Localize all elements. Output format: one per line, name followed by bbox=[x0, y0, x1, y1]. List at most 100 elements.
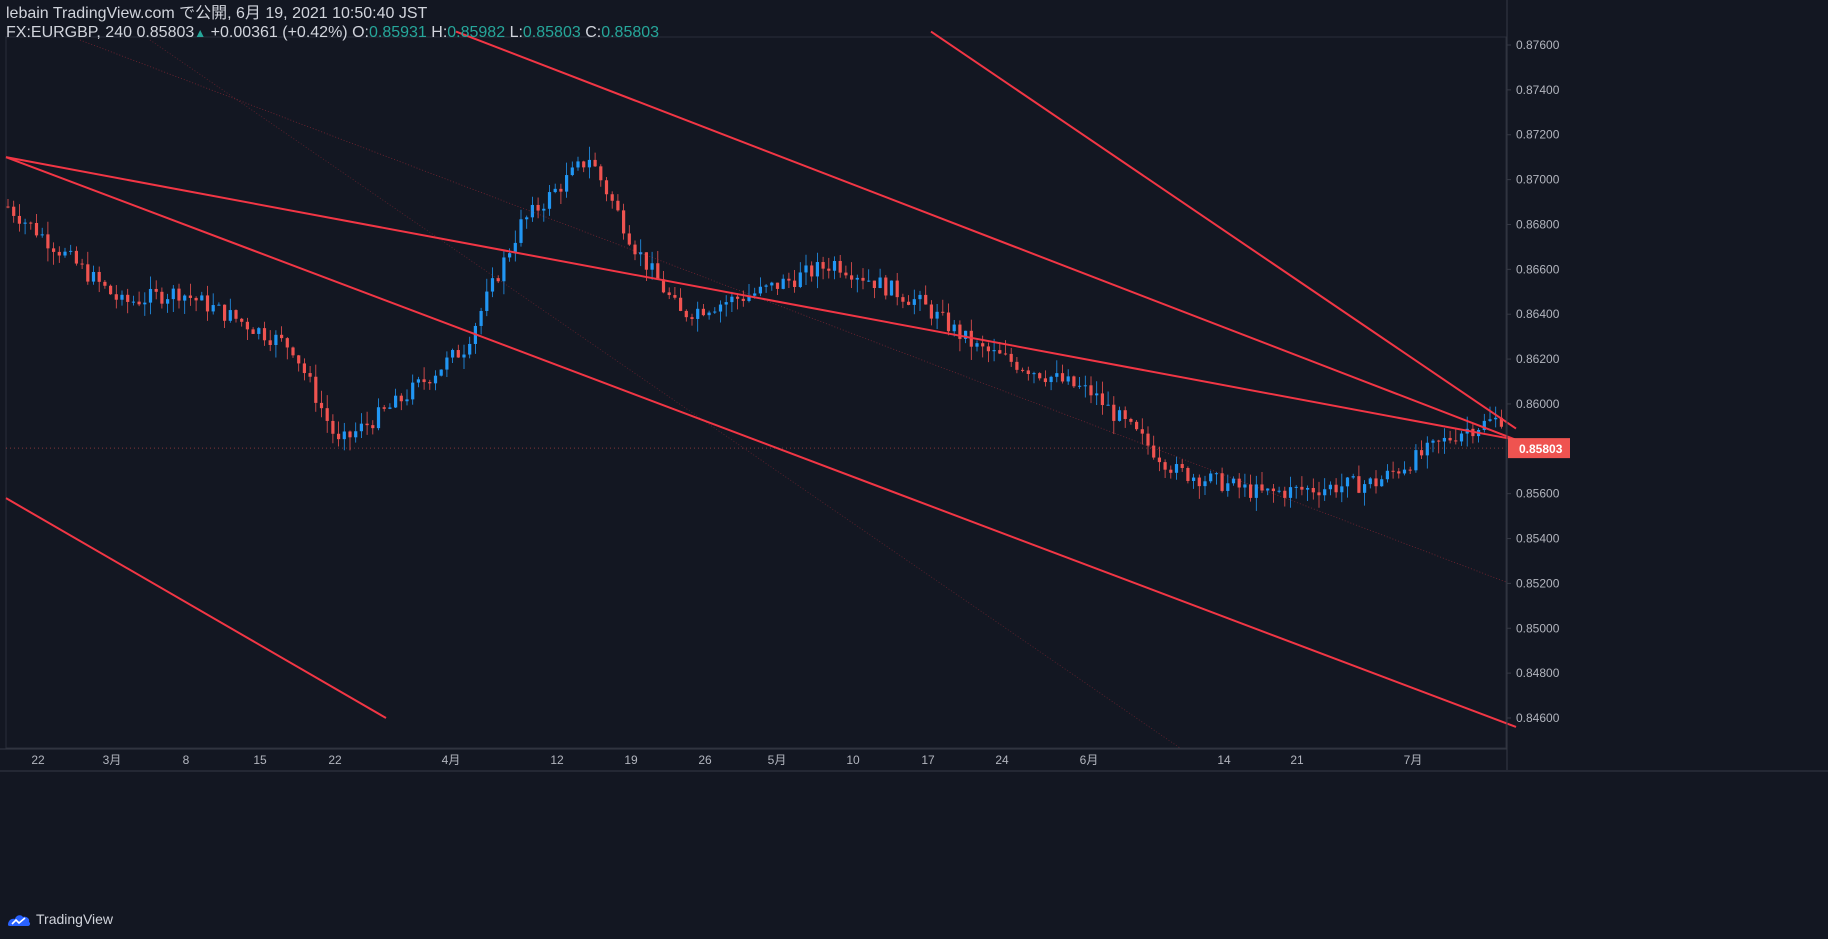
candle bbox=[6, 198, 10, 209]
candle-body bbox=[223, 304, 227, 321]
candle bbox=[1357, 465, 1361, 494]
candle-body bbox=[964, 330, 968, 339]
candle bbox=[240, 317, 244, 327]
candle-body bbox=[1140, 429, 1144, 434]
candle bbox=[724, 295, 728, 317]
trendline[interactable] bbox=[5, 497, 387, 719]
candle bbox=[1437, 439, 1441, 454]
candle-body bbox=[872, 280, 876, 289]
candle-body bbox=[29, 222, 33, 224]
candle-body bbox=[456, 350, 460, 358]
footer-brand[interactable]: TradingView bbox=[36, 911, 114, 927]
candle-body bbox=[929, 304, 933, 319]
candle bbox=[656, 250, 660, 280]
candle bbox=[1345, 477, 1350, 498]
candle-body bbox=[285, 338, 289, 348]
low-value: 0.85803 bbox=[522, 24, 581, 41]
candle-body bbox=[827, 268, 831, 271]
candle bbox=[764, 284, 768, 293]
candle-body bbox=[1459, 433, 1464, 442]
candle-body bbox=[388, 407, 392, 409]
candle bbox=[91, 265, 96, 285]
candle-body bbox=[998, 350, 1002, 354]
candle-body bbox=[889, 280, 894, 296]
candle bbox=[97, 266, 101, 293]
candle bbox=[1266, 488, 1270, 496]
price-tick-label: 0.86400 bbox=[1516, 307, 1560, 321]
candle bbox=[969, 319, 973, 360]
candle-body bbox=[587, 159, 591, 168]
candle-body bbox=[1306, 487, 1310, 490]
candle-body bbox=[1157, 457, 1161, 463]
candle-body bbox=[188, 295, 192, 298]
candle-body bbox=[394, 395, 398, 408]
publisher-line: lebain TradingView.com で公開, 6月 19, 2021 … bbox=[6, 5, 428, 22]
candle bbox=[268, 330, 272, 352]
candle bbox=[707, 310, 711, 320]
candle-body bbox=[1078, 385, 1082, 387]
candle bbox=[57, 246, 61, 263]
candle-body bbox=[604, 180, 609, 195]
trendline-dotted[interactable] bbox=[79, 39, 1507, 583]
candle-body bbox=[1300, 486, 1304, 490]
candle bbox=[1089, 376, 1093, 404]
candle bbox=[473, 322, 477, 354]
candle-body bbox=[1117, 410, 1122, 421]
plot-area[interactable] bbox=[5, 36, 1507, 749]
candle bbox=[889, 280, 894, 296]
candle bbox=[1072, 375, 1076, 388]
candle bbox=[872, 280, 876, 299]
candle-body bbox=[810, 265, 814, 277]
time-tick-label: 21 bbox=[1290, 753, 1304, 767]
trendline[interactable] bbox=[5, 156, 1517, 441]
candle-body bbox=[1072, 376, 1076, 387]
candle bbox=[1038, 372, 1042, 381]
candle-body bbox=[975, 343, 979, 347]
candle-body bbox=[570, 167, 574, 176]
time-axis[interactable]: 22 3月 8 15 22 4月 12 19 26 5月 10 17 24 6月 14 21 7月 bbox=[0, 748, 1828, 772]
trendline[interactable] bbox=[930, 30, 1517, 430]
candle bbox=[1385, 464, 1389, 483]
candle-body bbox=[1055, 373, 1059, 377]
candle bbox=[257, 326, 261, 340]
time-tick-label: 22 bbox=[31, 753, 45, 767]
candle-body bbox=[1135, 421, 1139, 430]
trendline[interactable] bbox=[5, 156, 1517, 728]
candle-body bbox=[981, 343, 985, 347]
candle-body bbox=[240, 318, 244, 322]
candle bbox=[1425, 436, 1429, 469]
candle bbox=[217, 302, 221, 306]
candle-body bbox=[1106, 404, 1110, 406]
candle bbox=[1494, 406, 1498, 428]
time-tick-label: 19 bbox=[624, 753, 638, 767]
trendline-dotted[interactable] bbox=[149, 39, 1181, 749]
time-tick-label: 3月 bbox=[103, 753, 122, 767]
time-tick-label: 15 bbox=[253, 753, 267, 767]
candle-body bbox=[781, 278, 785, 289]
candle-body bbox=[1152, 445, 1156, 458]
price-tick-label: 0.86000 bbox=[1516, 397, 1560, 411]
tradingview-logo-icon[interactable] bbox=[6, 911, 32, 927]
candle-body bbox=[496, 278, 500, 282]
candle-body bbox=[468, 343, 472, 355]
trendline[interactable] bbox=[455, 30, 1517, 441]
candle-body bbox=[519, 219, 523, 243]
candle bbox=[1402, 461, 1407, 476]
candle bbox=[679, 288, 683, 312]
candle-body bbox=[713, 311, 717, 313]
candle-body bbox=[257, 328, 261, 334]
candle-body bbox=[508, 253, 512, 258]
candle bbox=[23, 218, 27, 235]
candle bbox=[1220, 467, 1224, 493]
symbol-label[interactable]: FX:EURGBP, 240 bbox=[6, 24, 132, 41]
candle bbox=[1288, 476, 1293, 508]
candle bbox=[736, 293, 740, 310]
candle bbox=[1334, 478, 1338, 498]
candle-body bbox=[1009, 353, 1013, 362]
candle-body bbox=[376, 407, 381, 429]
candle-body bbox=[844, 272, 848, 276]
price-axis[interactable]: 0.87600 0.87400 0.87200 0.87000 0.86800 0.866… bbox=[1506, 0, 1570, 770]
candle bbox=[1049, 375, 1053, 391]
candle-body bbox=[673, 295, 677, 298]
